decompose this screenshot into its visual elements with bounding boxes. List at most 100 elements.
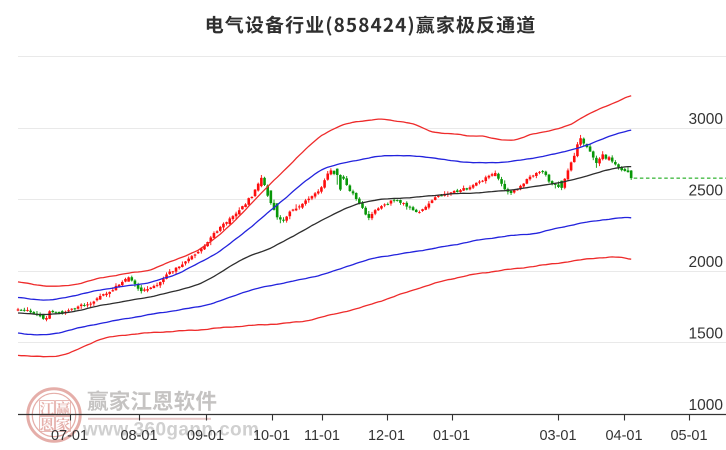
candle-body[interactable] [120,281,124,286]
candle-body[interactable] [165,274,168,279]
candle-body[interactable] [320,187,323,192]
candle-body[interactable] [500,179,503,184]
candle-body[interactable] [361,203,364,208]
candle-body[interactable] [67,310,70,312]
candle-body[interactable] [408,206,412,208]
candle-body[interactable] [196,251,200,254]
candle-body[interactable] [610,157,614,162]
candle-body[interactable] [358,198,361,204]
candle-body[interactable] [386,203,390,205]
candle-body[interactable] [497,173,500,179]
candle-body[interactable] [16,309,20,311]
candle-body[interactable] [228,218,232,225]
candle-body[interactable] [424,206,428,210]
candle-body[interactable] [449,192,453,194]
candle-body[interactable] [288,211,292,217]
candle-body[interactable] [203,245,206,250]
candle-body[interactable] [481,180,484,182]
candle-body[interactable] [402,203,405,204]
candle-body[interactable] [272,202,276,210]
candle-body[interactable] [279,217,282,220]
candle-body[interactable] [471,185,475,188]
candle-body[interactable] [282,219,285,221]
candle-body[interactable] [29,310,32,313]
candle-body[interactable] [294,208,298,211]
candle-body[interactable] [162,279,165,283]
candle-body[interactable] [522,183,525,187]
candle-body[interactable] [607,157,611,160]
candle-body[interactable] [512,190,516,193]
candle-body[interactable] [348,185,352,191]
candle-body[interactable] [528,176,532,180]
candle-body[interactable] [421,209,424,211]
candle-body[interactable] [626,170,630,173]
candle-body[interactable] [177,266,181,269]
candle-body[interactable] [554,183,557,185]
candle-body[interactable] [263,177,266,185]
candle-body[interactable] [531,175,535,177]
candle-body[interactable] [462,188,465,191]
candle-body[interactable] [237,210,241,215]
candle-body[interactable] [389,200,393,204]
candle-body[interactable] [591,151,595,158]
candle-body[interactable] [146,289,149,291]
candle-body[interactable] [411,207,415,211]
candle-body[interactable] [127,277,130,282]
candle-body[interactable] [143,289,146,291]
candle-body[interactable] [155,284,159,286]
candle-body[interactable] [209,237,213,242]
candle-body[interactable] [102,294,105,296]
candle-body[interactable] [234,213,238,217]
candle-body[interactable] [576,144,579,157]
candle-body[interactable] [83,305,86,306]
candle-body[interactable] [503,183,507,190]
candle-body[interactable] [525,179,529,184]
candle-body[interactable] [316,191,320,194]
candle-body[interactable] [490,174,494,176]
candle-body[interactable] [535,172,538,177]
candle-body[interactable] [557,184,560,187]
candle-body[interactable] [383,204,386,206]
candle-body[interactable] [550,181,554,184]
candle-body[interactable] [493,172,497,177]
candle-body[interactable] [623,169,627,171]
candle-body[interactable] [111,290,115,292]
candle-body[interactable] [45,317,48,320]
candle-body[interactable] [468,187,472,190]
candle-body[interactable] [572,155,576,163]
candle-body[interactable] [181,264,184,267]
candle-body[interactable] [629,170,633,179]
candle-body[interactable] [509,190,513,193]
candle-body[interactable] [563,178,567,188]
candle-body[interactable] [351,191,355,194]
candle-body[interactable] [95,298,99,301]
candle-body[interactable] [38,314,42,317]
candle-body[interactable] [256,183,260,191]
candle-body[interactable] [117,284,121,287]
candle-body[interactable] [92,301,96,304]
candle-body[interactable] [418,212,421,214]
candle-body[interactable] [260,177,263,187]
candle-body[interactable] [392,199,396,201]
candle-body[interactable] [604,154,608,159]
candle-body[interactable] [399,200,402,203]
candle-body[interactable] [364,207,367,215]
candle-body[interactable] [133,280,137,285]
candle-body[interactable] [484,177,488,182]
candle-body[interactable] [158,281,162,286]
candle-body[interactable] [547,174,551,182]
candle-body[interactable] [124,278,127,282]
candle-body[interactable] [89,303,92,305]
candle-body[interactable] [427,203,431,208]
candle-body[interactable] [193,254,197,256]
candle-body[interactable] [478,181,481,183]
candle-body[interactable] [200,248,203,252]
candle-body[interactable] [285,216,288,221]
candle-body[interactable] [241,206,244,210]
candle-body[interactable] [440,195,443,197]
candle-body[interactable] [430,200,434,203]
candle-body[interactable] [70,308,74,310]
candle-body[interactable] [171,271,175,273]
candle-body[interactable] [41,314,45,319]
